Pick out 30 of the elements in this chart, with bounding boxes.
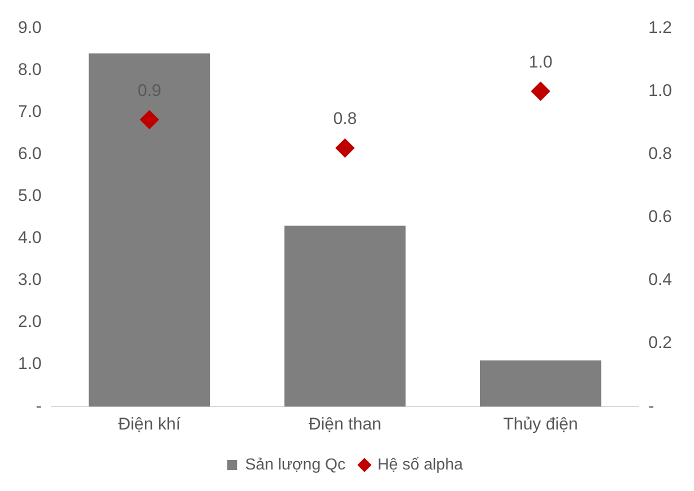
bar	[284, 226, 406, 407]
x-tick-label: Điện khí	[118, 414, 181, 434]
y2-tick-label: 1.2	[648, 18, 672, 37]
y-tick-label: -	[36, 396, 42, 416]
legend-label: Sản lượng Qc	[245, 456, 346, 474]
y-tick-label: 3.0	[18, 270, 42, 290]
point	[531, 82, 550, 101]
point	[336, 138, 354, 158]
legend-label: Hệ số alpha	[377, 456, 463, 474]
y-tick-label: 8.0	[18, 60, 42, 79]
bar	[88, 53, 210, 407]
y-tick-label: 1.0	[18, 354, 42, 374]
y-tick-label: 4.0	[18, 228, 42, 248]
y-tick-label: 2.0	[18, 312, 42, 332]
data-label: 1.0	[528, 52, 552, 72]
y2-tick-label: 0.6	[648, 207, 672, 226]
y2-tick-label: 1.0	[648, 80, 672, 100]
y-tick-label: 9.0	[18, 18, 42, 37]
y2-tick-label: 0.4	[648, 270, 672, 290]
y2-tick-label: 0.2	[648, 333, 672, 352]
y2-tick-label: 0.8	[648, 144, 672, 164]
y-tick-label: 5.0	[18, 186, 42, 206]
bar	[480, 360, 602, 407]
data-label: 0.8	[333, 109, 357, 128]
y2-tick-label: -	[648, 396, 654, 416]
x-tick-label: Thủy điện	[503, 414, 578, 434]
y-tick-label: 7.0	[18, 102, 42, 121]
x-tick-label: Điện than	[308, 414, 382, 434]
y-tick-label: 6.0	[18, 144, 42, 164]
point	[140, 110, 159, 130]
